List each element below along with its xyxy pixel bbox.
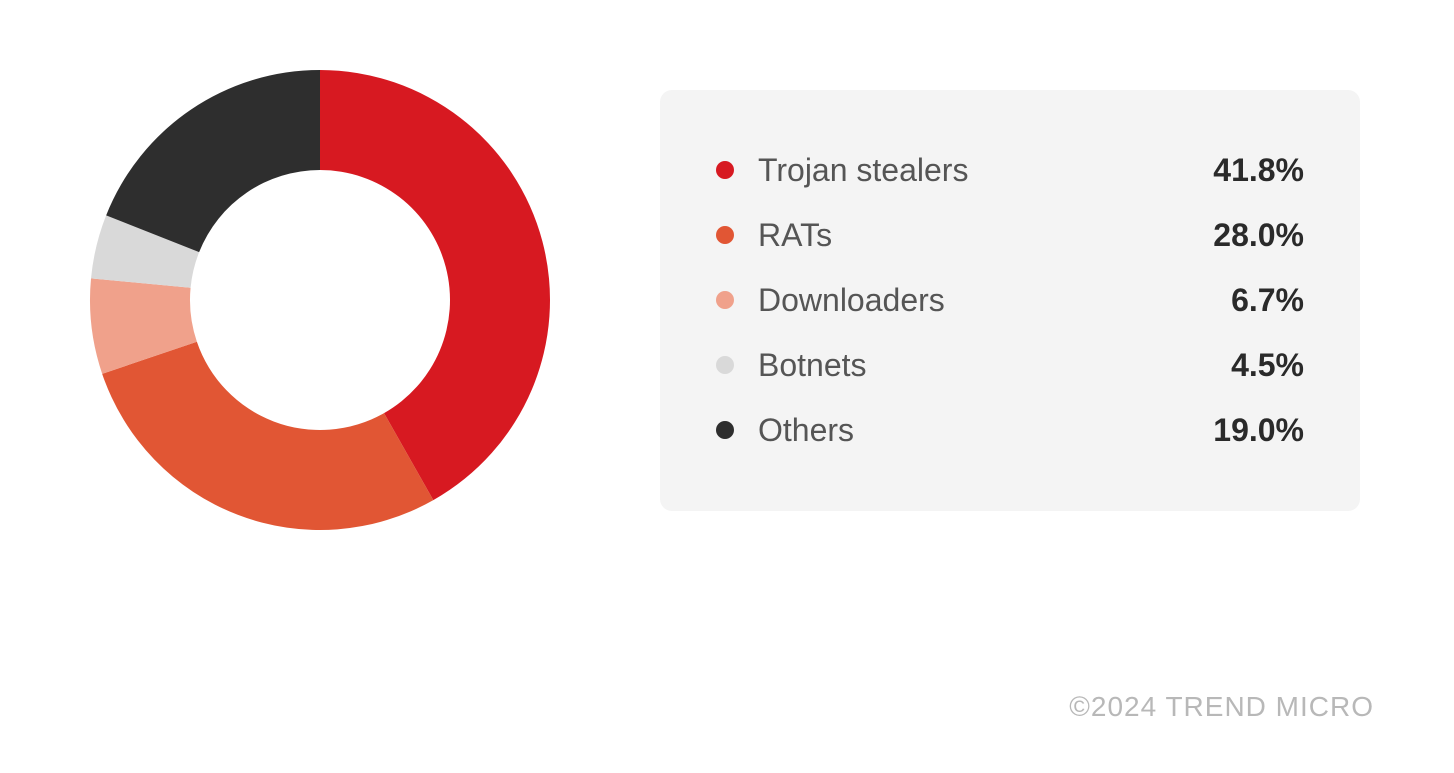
legend-value: 19.0%	[1213, 412, 1304, 449]
legend-dot-icon	[716, 421, 734, 439]
legend-item-4: Others 19.0%	[716, 398, 1304, 463]
legend-item-left: RATs	[716, 217, 832, 254]
legend-item-1: RATs 28.0%	[716, 203, 1304, 268]
donut-chart-wrapper	[80, 60, 560, 540]
legend-item-left: Downloaders	[716, 282, 945, 319]
legend-item-3: Botnets 4.5%	[716, 333, 1304, 398]
chart-container: Trojan stealers 41.8% RATs 28.0% Downloaders…	[0, 0, 1454, 600]
legend-box: Trojan stealers 41.8% RATs 28.0% Downloaders…	[660, 90, 1360, 511]
legend-item-2: Downloaders 6.7%	[716, 268, 1304, 333]
legend-label: Botnets	[758, 347, 867, 384]
legend-value: 41.8%	[1213, 152, 1304, 189]
legend-item-left: Botnets	[716, 347, 867, 384]
legend-dot-icon	[716, 161, 734, 179]
legend-dot-icon	[716, 291, 734, 309]
legend-value: 4.5%	[1231, 347, 1304, 384]
legend-label: Downloaders	[758, 282, 945, 319]
legend-label: Others	[758, 412, 854, 449]
legend-label: Trojan stealers	[758, 152, 968, 189]
copyright-text: ©2024 TREND MICRO	[1069, 691, 1374, 723]
donut-slice-4	[106, 70, 320, 252]
legend-item-left: Trojan stealers	[716, 152, 968, 189]
legend-item-0: Trojan stealers 41.8%	[716, 138, 1304, 203]
legend-value: 6.7%	[1231, 282, 1304, 319]
legend-item-left: Others	[716, 412, 854, 449]
legend-dot-icon	[716, 226, 734, 244]
legend-value: 28.0%	[1213, 217, 1304, 254]
legend-label: RATs	[758, 217, 832, 254]
donut-chart-svg	[80, 60, 560, 540]
donut-slice-1	[102, 342, 433, 530]
legend-dot-icon	[716, 356, 734, 374]
